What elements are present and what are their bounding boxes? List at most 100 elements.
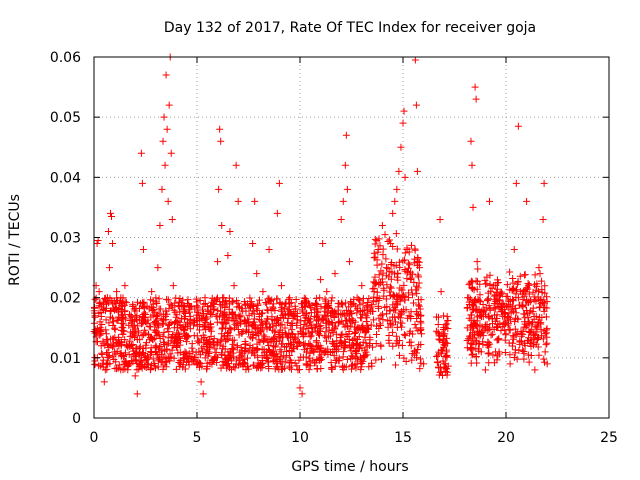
data-point-cloud: [487, 331, 495, 339]
data-point: [249, 240, 257, 248]
data-point-cloud: [413, 314, 421, 322]
data-point-cloud: [307, 322, 315, 330]
data-point: [471, 83, 479, 91]
data-point-cloud: [213, 294, 221, 302]
data-point-cloud: [155, 295, 163, 303]
data-point-cloud: [164, 339, 172, 347]
data-point-cloud: [258, 309, 266, 317]
data-point-cloud: [234, 325, 242, 333]
data-point-cloud: [387, 284, 395, 292]
data-point-cloud: [524, 351, 532, 359]
data-point-cloud: [417, 319, 425, 327]
data-point-cloud: [529, 304, 537, 312]
data-point: [391, 197, 399, 205]
data-point-cloud: [199, 309, 207, 317]
data-point-cloud: [271, 343, 279, 351]
data-point-cloud: [316, 356, 324, 364]
data-point-cloud: [162, 307, 170, 315]
data-point-cloud: [155, 348, 163, 356]
data-point-cloud: [389, 301, 397, 309]
data-point: [342, 131, 350, 139]
data-point-cloud: [378, 260, 386, 268]
data-point-cloud: [186, 308, 194, 316]
data-point-cloud: [543, 298, 551, 306]
data-point-cloud: [540, 296, 548, 304]
data-point-cloud: [467, 346, 475, 354]
data-point-cloud: [514, 294, 522, 302]
data-point-cloud: [532, 323, 540, 331]
data-point-cloud: [315, 322, 323, 330]
data-point-cloud: [145, 305, 153, 313]
data-point-cloud: [516, 301, 524, 309]
data-point-cloud: [120, 320, 128, 328]
data-point-cloud: [176, 337, 184, 345]
data-point-cloud: [262, 320, 270, 328]
data-point-cloud: [314, 311, 322, 319]
data-point-cloud: [401, 332, 409, 340]
data-point-cloud: [149, 300, 157, 308]
data-point-cloud: [151, 344, 159, 352]
data-point-cloud: [531, 271, 539, 279]
data-point-cloud: [221, 303, 229, 311]
data-point: [167, 149, 175, 157]
data-point-cloud: [104, 340, 112, 348]
data-point-cloud: [142, 363, 150, 371]
data-point-cloud: [200, 300, 208, 308]
data-point-cloud: [372, 356, 380, 364]
data-point-cloud: [481, 323, 489, 331]
data-point-cloud: [229, 340, 237, 348]
data-point: [156, 221, 164, 229]
data-point-cloud: [441, 352, 449, 360]
data-point: [214, 258, 222, 266]
data-point-cloud: [246, 303, 254, 311]
data-point-cloud: [387, 260, 395, 268]
data-point-cloud: [102, 336, 110, 344]
data-point-cloud: [179, 296, 187, 304]
data-point-cloud: [313, 365, 321, 373]
data-point-cloud: [479, 312, 487, 320]
data-point-cloud: [347, 347, 355, 355]
data-point-cloud: [330, 314, 338, 322]
data-point-cloud: [366, 307, 374, 315]
x-axis-label: GPS time / hours: [291, 459, 408, 475]
data-point-cloud: [138, 332, 146, 340]
data-point-cloud: [480, 306, 488, 314]
data-point-cloud: [375, 279, 383, 287]
data-point-cloud: [174, 302, 182, 310]
data-point-cloud: [354, 335, 362, 343]
data-point-cloud: [495, 296, 503, 304]
data-point: [467, 137, 475, 145]
data-point-cloud: [248, 349, 256, 357]
data-point-cloud: [175, 332, 183, 340]
data-point-cloud: [174, 329, 182, 337]
data-point-cloud: [233, 343, 241, 351]
data-point-cloud: [521, 271, 529, 279]
data-point-cloud: [129, 347, 137, 355]
data-point: [163, 125, 171, 133]
data-point: [100, 378, 108, 386]
data-point-cloud: [105, 319, 113, 327]
data-point-cloud: [117, 294, 125, 302]
data-point-cloud: [102, 316, 110, 324]
data-point-cloud: [250, 302, 258, 310]
data-point-cloud: [267, 351, 275, 359]
data-point-cloud: [474, 295, 482, 303]
data-point-cloud: [328, 309, 336, 317]
data-point-cloud: [142, 339, 150, 347]
data-point-cloud: [365, 303, 373, 311]
data-point-cloud: [409, 291, 417, 299]
data-point-cloud: [272, 315, 280, 323]
data-point-cloud: [381, 231, 389, 239]
data-point-cloud: [438, 371, 446, 379]
data-point-cloud: [493, 336, 501, 344]
data-point: [113, 288, 121, 296]
data-point-cloud: [178, 314, 186, 322]
data-point: [161, 161, 169, 169]
data-point: [319, 240, 327, 248]
data-point-cloud: [513, 280, 521, 288]
data-point-cloud: [179, 363, 187, 371]
data-point-cloud: [353, 294, 361, 302]
data-point-cloud: [475, 297, 483, 305]
data-point-cloud: [393, 273, 401, 281]
data-point-cloud: [519, 302, 527, 310]
